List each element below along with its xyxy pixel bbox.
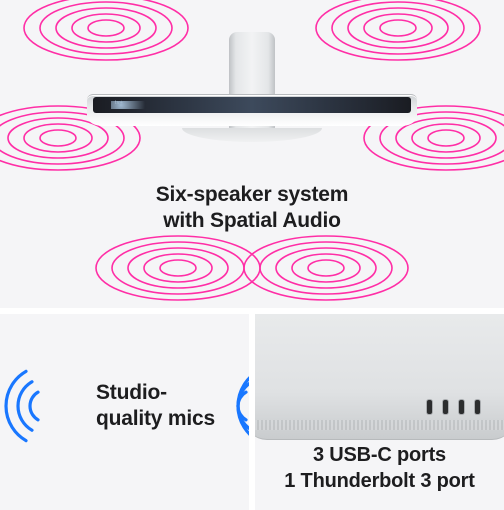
screen-tag: tv+ [115, 100, 123, 106]
ports-caption-line1: 3 USB-C ports [255, 442, 504, 468]
speaker-caption-line1: Six-speaker system [0, 182, 504, 208]
mics-caption: Studio- quality mics [96, 380, 215, 433]
monitor-illustration: tv+ [87, 94, 417, 130]
port-icon [459, 400, 464, 414]
mics-panel: Studio- quality mics [0, 314, 249, 510]
mics-caption-line2: quality mics [96, 406, 215, 432]
vent-grille [255, 420, 504, 430]
speaker-panel: tv+ Six-speaker system with Spatial Audi… [0, 0, 504, 308]
speaker-caption-line2: with Spatial Audio [0, 208, 504, 234]
speaker-caption: Six-speaker system with Spatial Audio [0, 182, 504, 235]
port-icon [427, 400, 432, 414]
port-icon [443, 400, 448, 414]
mics-caption-line1: Studio- [96, 380, 215, 406]
port-icon [475, 400, 480, 414]
ports-caption-line2: 1 Thunderbolt 3 port [255, 468, 504, 494]
ports-caption: 3 USB-C ports 1 Thunderbolt 3 port [255, 442, 504, 494]
ports-panel: 3 USB-C ports 1 Thunderbolt 3 port [255, 314, 504, 510]
